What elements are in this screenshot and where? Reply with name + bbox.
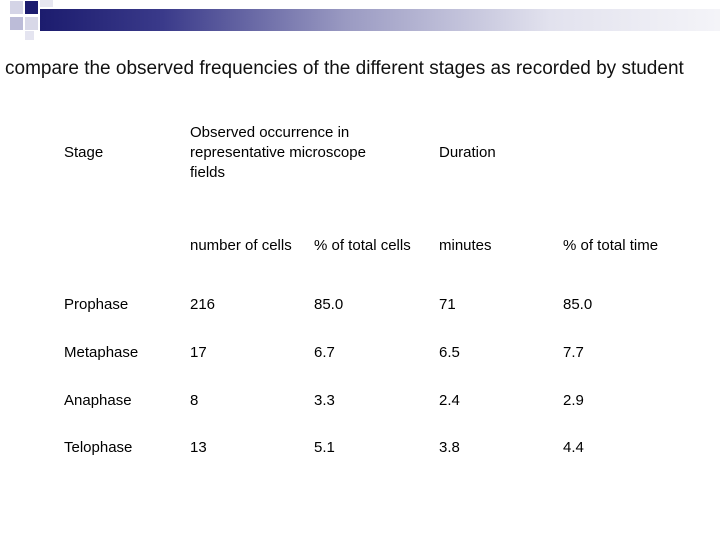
header-number-of-cells: number of cells <box>190 237 292 254</box>
minutes: 71 <box>439 296 456 313</box>
cell-count: 216 <box>190 296 216 313</box>
header-percent-cells: % of total cells <box>314 237 411 254</box>
percent-cells: 3.3 <box>314 392 335 409</box>
decor-square <box>10 1 23 14</box>
percent-time: 85.0 <box>563 296 593 313</box>
slide-title: compare the observed frequencies of the … <box>5 58 684 79</box>
minutes: 3.8 <box>439 439 460 456</box>
cell-count: 17 <box>190 344 207 361</box>
header-stage: Stage <box>64 144 104 161</box>
title-band <box>40 9 720 31</box>
decor-square <box>25 1 38 14</box>
percent-cells: 6.7 <box>314 344 335 361</box>
header-minutes: minutes <box>439 237 492 254</box>
decor-square <box>25 31 34 40</box>
percent-time: 2.9 <box>563 392 584 409</box>
percent-time: 4.4 <box>563 439 584 456</box>
decor-square <box>25 17 38 30</box>
stage-name: Anaphase <box>64 392 132 409</box>
minutes: 2.4 <box>439 392 460 409</box>
percent-cells: 85.0 <box>314 296 344 313</box>
stage-name: Telophase <box>64 439 133 456</box>
percent-time: 7.7 <box>563 344 584 361</box>
slide-decoration <box>0 0 720 40</box>
percent-cells: 5.1 <box>314 439 335 456</box>
decor-square <box>40 0 53 7</box>
header-percent-time: % of total time <box>563 237 659 254</box>
header-observed: Observed occurrence in representative mi… <box>190 124 366 181</box>
stage-name: Metaphase <box>64 344 139 361</box>
header-duration: Duration <box>439 144 496 161</box>
cell-count: 13 <box>190 439 207 456</box>
stage-name: Prophase <box>64 296 129 313</box>
cell-count: 8 <box>190 392 199 409</box>
minutes: 6.5 <box>439 344 460 361</box>
decor-square <box>10 17 23 30</box>
